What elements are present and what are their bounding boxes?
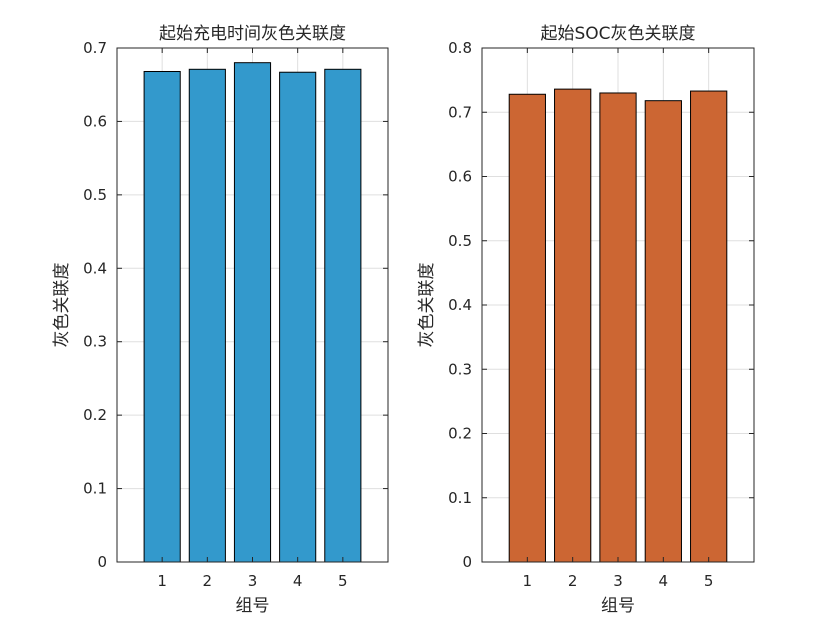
bar-3: [599, 92, 637, 563]
y-tick-label: 0.1: [448, 489, 472, 507]
x-axis-label: 组号: [236, 596, 270, 616]
bar-4: [644, 100, 682, 563]
y-tick-label: 0.5: [448, 232, 472, 250]
bar-5: [690, 90, 728, 563]
x-tick-label: 2: [203, 572, 213, 590]
y-axis-label: 灰色关联度: [52, 263, 72, 348]
x-tick-label: 3: [248, 572, 258, 590]
x-tick-label: 3: [613, 572, 623, 590]
chart-title: 起始充电时间灰色关联度: [159, 24, 346, 44]
x-tick-label: 1: [523, 572, 533, 590]
chart-start-soc: 0 0.1 0.2 0.3 0.4 0.5 0.6 0.7 0.8 1 2 3 4 5 起始SOC灰色关联度…: [417, 24, 755, 616]
y-tick-label: 0.2: [448, 425, 472, 443]
x-tick-label: 4: [659, 572, 669, 590]
y-tick-label: 0: [462, 553, 472, 571]
bar-1: [143, 70, 181, 563]
x-tick-label: 4: [293, 572, 303, 590]
y-tick-label: 0.4: [448, 296, 472, 314]
bar-5: [324, 68, 362, 563]
y-tick-label: 0.7: [83, 39, 107, 57]
chart-start-charging-time: 0 0.1 0.2 0.3 0.4 0.5 0.6 0.7 1 2 3 4 5 起始充电时间灰色关联度组号…: [52, 24, 389, 616]
x-tick-label: 5: [338, 572, 348, 590]
y-tick-label: 0.4: [83, 259, 107, 277]
x-tick-label: 5: [704, 572, 714, 590]
bar-2: [188, 68, 226, 563]
bar-4: [279, 71, 317, 563]
y-tick-label: 0.3: [83, 333, 107, 351]
y-tick-label: 0.7: [448, 103, 472, 121]
y-tick-label: 0.2: [83, 406, 107, 424]
y-tick-label: 0.3: [448, 360, 472, 378]
bar-1: [508, 93, 546, 563]
y-axis-label: 灰色关联度: [417, 263, 437, 348]
bar-2: [554, 88, 592, 563]
chart-title: 起始SOC灰色关联度: [540, 24, 695, 44]
x-tick-label: 1: [157, 572, 167, 590]
bar-3: [233, 62, 272, 563]
y-tick-label: 0.6: [448, 168, 472, 186]
y-tick-label: 0.1: [83, 480, 107, 498]
y-tick-label: 0.6: [83, 112, 107, 130]
y-tick-label: 0.5: [83, 186, 107, 204]
x-tick-label: 2: [568, 572, 578, 590]
y-tick-label: 0.8: [448, 39, 472, 57]
x-axis-label: 组号: [601, 596, 635, 616]
y-tick-label: 0: [97, 553, 107, 571]
